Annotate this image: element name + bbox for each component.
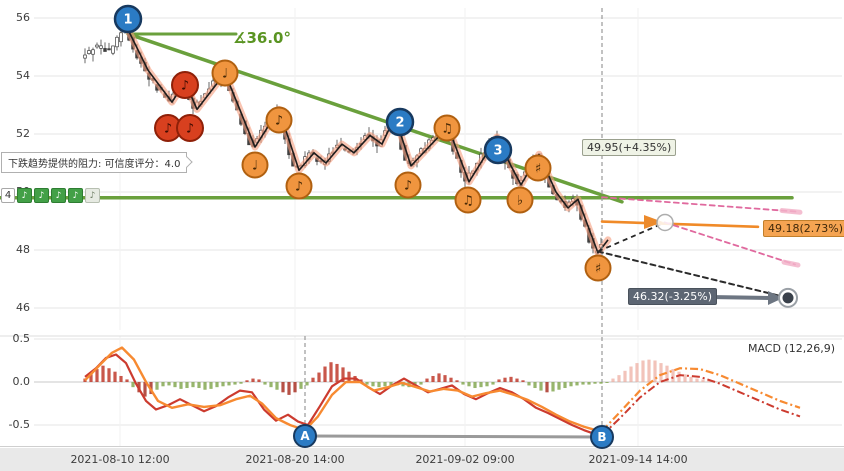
wave-note-marker[interactable]: ♪ bbox=[265, 106, 293, 134]
wave-note-marker[interactable]: ♪ bbox=[394, 171, 422, 199]
macd-lines bbox=[84, 346, 801, 437]
confidence-badge-filled: ♪ bbox=[17, 188, 32, 203]
macd-axis-tick: 0.5 bbox=[12, 332, 31, 345]
x-axis-date-label: 2021-09-14 14:00 bbox=[588, 453, 688, 466]
forecast-mid-pink bbox=[664, 221, 796, 266]
forecast-mid-pink-cap bbox=[781, 259, 801, 268]
svg-text:♫: ♫ bbox=[462, 194, 474, 209]
svg-text:♪: ♪ bbox=[181, 79, 189, 94]
price-tag-forecast-low: 46.32(-3.25%) bbox=[628, 288, 717, 305]
confidence-badge-filled: ♪ bbox=[68, 188, 83, 203]
trend-touch-marker-3[interactable]: 3 bbox=[483, 135, 513, 165]
svg-text:1: 1 bbox=[123, 13, 132, 28]
svg-text:♯: ♯ bbox=[535, 162, 541, 177]
target-arrow-icon bbox=[768, 291, 783, 305]
x-axis-strip: 2021-08-10 12:00 2021-08-20 14:00 2021-09-… bbox=[0, 448, 844, 471]
price-axis-tick: 52 bbox=[16, 127, 30, 140]
resistance-tooltip: 下跌趋势提供的阻力: 可信度评分：4.0 bbox=[1, 152, 188, 173]
forecast-lines bbox=[597, 196, 803, 299]
confidence-badges: 4 ♪ ♪ ♪ ♪ ♪ bbox=[1, 188, 100, 203]
price-tag-forecast-mid: 49.18(2.73%) bbox=[763, 220, 844, 237]
svg-text:♪: ♪ bbox=[186, 122, 194, 137]
svg-text:B: B bbox=[597, 430, 606, 444]
wave-zigzag bbox=[124, 26, 612, 257]
svg-text:♯: ♯ bbox=[595, 262, 601, 277]
wave-note-marker[interactable]: ♪ bbox=[171, 71, 199, 99]
wave-note-marker[interactable]: ♫ bbox=[433, 114, 461, 142]
svg-text:♪: ♪ bbox=[164, 122, 172, 137]
wave-note-marker[interactable]: ♩ bbox=[211, 59, 239, 87]
forecast-node[interactable] bbox=[656, 213, 674, 232]
wave-note-marker[interactable]: ♭ bbox=[506, 186, 534, 214]
forecast-upper-pink-cap bbox=[779, 208, 803, 215]
svg-text:♫: ♫ bbox=[441, 122, 453, 137]
svg-text:♩: ♩ bbox=[252, 159, 258, 174]
svg-text:2: 2 bbox=[395, 116, 404, 131]
svg-text:♪: ♪ bbox=[295, 180, 303, 195]
trend-touch-marker-1[interactable]: 1 bbox=[113, 4, 143, 34]
target-arrow-line bbox=[709, 295, 771, 300]
price-axis-tick: 56 bbox=[16, 11, 30, 24]
svg-text:♭: ♭ bbox=[517, 194, 523, 209]
forecast-upper-pink bbox=[601, 196, 799, 213]
forecast-mid-orange bbox=[600, 220, 760, 229]
x-axis-date-label: 2021-09-02 09:00 bbox=[415, 453, 515, 466]
price-axis-tick: 46 bbox=[16, 301, 30, 314]
price-axis-tick: 48 bbox=[16, 243, 30, 256]
angle-label: ∡36.0° bbox=[233, 29, 291, 47]
macd-indicator-label: MACD (12,26,9) bbox=[747, 342, 835, 355]
ab-connector-line bbox=[304, 434, 603, 439]
wave-note-marker[interactable]: ♪ bbox=[176, 114, 204, 142]
target-node[interactable] bbox=[778, 287, 798, 308]
wave-note-marker[interactable]: ♪ bbox=[285, 172, 313, 200]
price-tag-resistance: 49.95(+4.35%) bbox=[582, 139, 677, 156]
resistance-tooltip-text: 下跌趋势提供的阻力: 可信度评分：4.0 bbox=[8, 159, 181, 170]
forecast-lower-black bbox=[597, 250, 789, 299]
svg-text:♪: ♪ bbox=[404, 179, 412, 194]
price-axis-tick: 54 bbox=[16, 69, 30, 82]
wave-note-marker[interactable]: ♩ bbox=[241, 151, 269, 179]
confidence-badge-empty: ♪ bbox=[85, 188, 100, 203]
svg-text:3: 3 bbox=[493, 144, 502, 159]
svg-text:♩: ♩ bbox=[222, 67, 228, 82]
x-axis-date-label: 2021-08-10 12:00 bbox=[70, 453, 170, 466]
forecast-arrow-icon bbox=[644, 215, 663, 229]
macd-axis-tick: -0.5 bbox=[8, 418, 30, 431]
svg-text:A: A bbox=[300, 429, 310, 443]
macd-histogram bbox=[83, 359, 729, 397]
gridlines bbox=[0, 8, 844, 447]
wave-note-marker[interactable]: ♪ bbox=[154, 114, 182, 142]
wave-note-marker[interactable]: ♯ bbox=[524, 154, 552, 182]
confidence-score: 4 bbox=[1, 188, 15, 203]
macd-point-marker-B[interactable]: B bbox=[590, 425, 614, 449]
wave-note-marker[interactable]: ♫ bbox=[454, 186, 482, 214]
trend-touch-marker-2[interactable]: 2 bbox=[385, 107, 415, 137]
wave-note-marker[interactable]: ♯ bbox=[584, 254, 612, 282]
confidence-badge-filled: ♪ bbox=[34, 188, 49, 203]
macd-axis-tick: 0.0 bbox=[12, 375, 31, 388]
x-axis-date-label: 2021-08-20 14:00 bbox=[245, 453, 345, 466]
confidence-badge-filled: ♪ bbox=[51, 188, 66, 203]
macd-point-marker-A[interactable]: A bbox=[293, 424, 317, 448]
svg-text:♪: ♪ bbox=[275, 114, 283, 129]
